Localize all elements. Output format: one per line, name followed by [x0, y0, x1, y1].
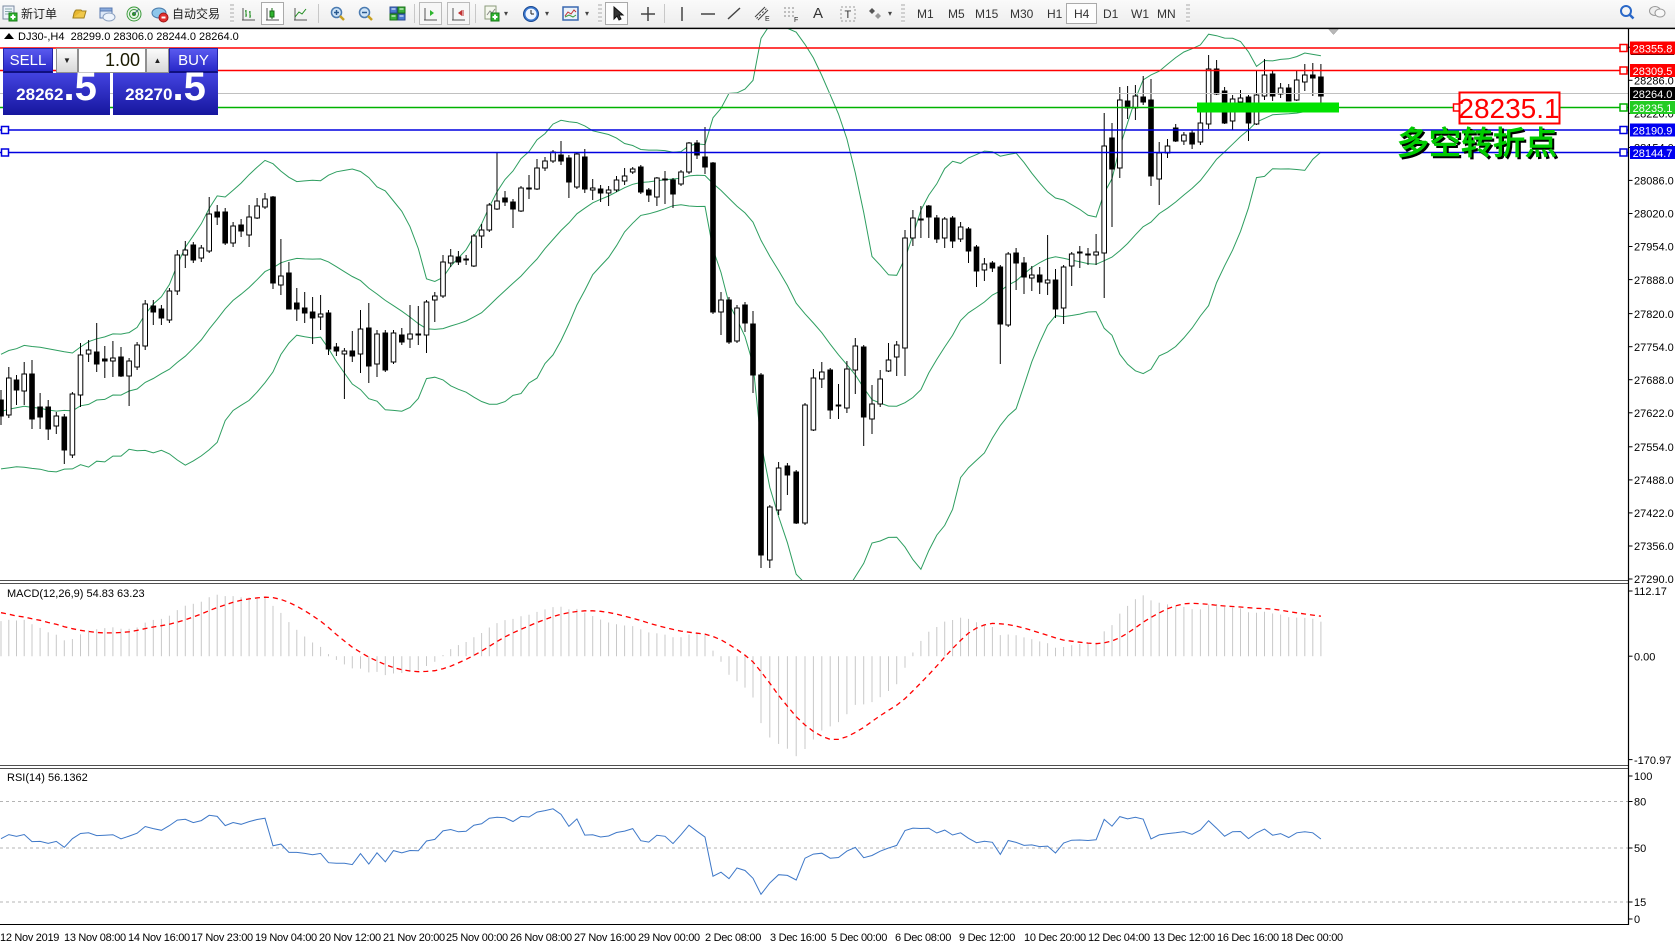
- svg-text:28086.0: 28086.0: [1634, 176, 1674, 188]
- svg-text:14 Nov 16:00: 14 Nov 16:00: [128, 932, 190, 944]
- svg-text:27622.0: 27622.0: [1634, 408, 1674, 420]
- svg-text:6 Dec 08:00: 6 Dec 08:00: [895, 932, 951, 944]
- svg-text:25 Nov 00:00: 25 Nov 00:00: [446, 932, 508, 944]
- svg-text:28264.0: 28264.0: [1633, 89, 1673, 101]
- svg-text:27688.0: 27688.0: [1634, 375, 1674, 387]
- svg-text:13 Dec 12:00: 13 Dec 12:00: [1153, 932, 1215, 944]
- svg-text:100: 100: [1634, 771, 1652, 783]
- svg-text:28235.1: 28235.1: [1633, 103, 1673, 115]
- svg-text:27488.0: 27488.0: [1634, 475, 1674, 487]
- svg-text:0.00: 0.00: [1634, 651, 1655, 663]
- svg-text:3 Dec 16:00: 3 Dec 16:00: [770, 932, 826, 944]
- svg-text:16 Dec 16:00: 16 Dec 16:00: [1217, 932, 1279, 944]
- svg-text:多空转折点: 多空转折点: [1399, 127, 1559, 163]
- svg-text:28190.9: 28190.9: [1633, 125, 1673, 137]
- svg-text:28309.5: 28309.5: [1633, 66, 1673, 78]
- svg-text:MACD(12,26,9) 54.83 63.23: MACD(12,26,9) 54.83 63.23: [7, 588, 145, 600]
- svg-text:27356.0: 27356.0: [1634, 541, 1674, 553]
- svg-text:28355.8: 28355.8: [1633, 43, 1673, 55]
- svg-text:2 Dec 08:00: 2 Dec 08:00: [705, 932, 761, 944]
- svg-text:112.17: 112.17: [1634, 586, 1667, 598]
- svg-text:50: 50: [1634, 843, 1646, 855]
- svg-text:27754.0: 27754.0: [1634, 342, 1674, 354]
- svg-text:27954.0: 27954.0: [1634, 242, 1674, 254]
- svg-text:12 Dec 04:00: 12 Dec 04:00: [1088, 932, 1150, 944]
- svg-text:21 Nov 20:00: 21 Nov 20:00: [383, 932, 445, 944]
- svg-text:E: E: [765, 16, 770, 23]
- svg-text:9 Dec 12:00: 9 Dec 12:00: [959, 932, 1015, 944]
- svg-text:13 Nov 08:00: 13 Nov 08:00: [64, 932, 126, 944]
- svg-text:26 Nov 08:00: 26 Nov 08:00: [510, 932, 572, 944]
- svg-text:10 Dec 20:00: 10 Dec 20:00: [1024, 932, 1086, 944]
- svg-text:18 Dec 00:00: 18 Dec 00:00: [1281, 932, 1343, 944]
- svg-text:29 Nov 00:00: 29 Nov 00:00: [638, 932, 700, 944]
- svg-text:28144.7: 28144.7: [1633, 148, 1673, 160]
- svg-text:27422.0: 27422.0: [1634, 508, 1674, 520]
- svg-text:27554.0: 27554.0: [1634, 442, 1674, 454]
- svg-text:15: 15: [1634, 897, 1646, 909]
- svg-text:DJ30-,H4 28299.0 28306.0 2824: DJ30-,H4 28299.0 28306.0 28244.0 28264.0: [18, 31, 239, 43]
- svg-text:5 Dec 00:00: 5 Dec 00:00: [831, 932, 887, 944]
- svg-text:T: T: [845, 9, 852, 21]
- svg-text:19 Nov 04:00: 19 Nov 04:00: [255, 932, 317, 944]
- svg-text:多空转折点: 多空转折点: [1397, 125, 1557, 161]
- svg-text:28286.0: 28286.0: [1634, 76, 1674, 88]
- svg-text:28235.1: 28235.1: [1458, 93, 1559, 124]
- svg-text:12 Nov 2019: 12 Nov 2019: [0, 932, 59, 944]
- svg-text:27888.0: 27888.0: [1634, 275, 1674, 287]
- svg-text:RSI(14) 56.1362: RSI(14) 56.1362: [7, 772, 88, 784]
- svg-text:20 Nov 12:00: 20 Nov 12:00: [319, 932, 381, 944]
- svg-text:0: 0: [1634, 914, 1640, 926]
- svg-text:27820.0: 27820.0: [1634, 309, 1674, 321]
- svg-text:F: F: [794, 17, 798, 23]
- svg-text:17 Nov 23:00: 17 Nov 23:00: [191, 932, 253, 944]
- svg-text:27290.0: 27290.0: [1634, 574, 1674, 586]
- svg-text:28020.0: 28020.0: [1634, 209, 1674, 221]
- svg-text:80: 80: [1634, 797, 1646, 809]
- svg-text:-170.97: -170.97: [1634, 755, 1671, 767]
- svg-text:27 Nov 16:00: 27 Nov 16:00: [574, 932, 636, 944]
